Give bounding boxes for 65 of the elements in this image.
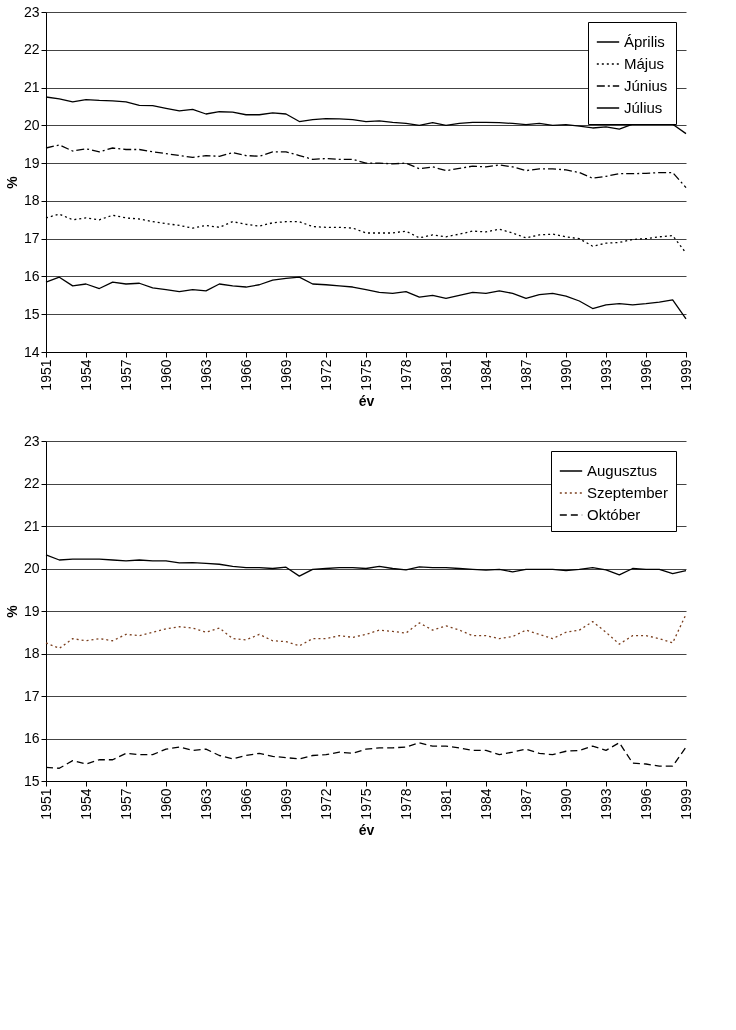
x-tick-label: 1951 bbox=[37, 359, 54, 391]
x-tick-label: 1954 bbox=[77, 359, 94, 391]
y-tick-label: 23 bbox=[23, 432, 40, 449]
y-tick-label: 22 bbox=[23, 475, 40, 491]
x-tick-label: 1957 bbox=[117, 359, 134, 391]
x-tick-label: 1975 bbox=[357, 359, 374, 391]
x-tick-label: 1990 bbox=[557, 788, 574, 820]
x-tick-label: 1999 bbox=[677, 359, 694, 391]
legend-label: Augusztus bbox=[587, 462, 658, 479]
x-tick-label: 1960 bbox=[157, 788, 174, 820]
x-tick-label: 1975 bbox=[357, 788, 374, 820]
x-tick-label: 1951 bbox=[37, 788, 54, 820]
y-tick-label: 22 bbox=[23, 41, 40, 58]
x-tick-label: 1984 bbox=[477, 359, 494, 391]
x-tick-label: 1957 bbox=[117, 788, 134, 820]
x-tick-label: 1972 bbox=[317, 788, 334, 820]
x-tick-label: 1996 bbox=[637, 788, 654, 820]
y-tick-label: 21 bbox=[23, 79, 40, 96]
x-tick-label: 1969 bbox=[277, 359, 294, 391]
y-tick-label: 18 bbox=[23, 192, 40, 209]
x-tick-label: 1990 bbox=[557, 359, 574, 391]
x-tick-label: 1984 bbox=[477, 788, 494, 820]
y-tick-label: 20 bbox=[23, 116, 40, 133]
x-tick-label: 1978 bbox=[397, 359, 414, 391]
x-tick-label: 1966 bbox=[237, 788, 254, 820]
x-tick-label: 1999 bbox=[677, 788, 694, 820]
y-tick-label: 19 bbox=[23, 154, 40, 171]
x-tick-label: 1993 bbox=[597, 788, 614, 820]
x-tick-label: 1981 bbox=[437, 788, 454, 820]
y-tick-label: 17 bbox=[23, 687, 40, 704]
y-axis-title: % bbox=[3, 175, 20, 189]
x-tick-label: 1963 bbox=[197, 788, 214, 820]
y-tick-label: 15 bbox=[23, 772, 40, 789]
y-axis-title: % bbox=[3, 604, 20, 618]
legend-label: Július bbox=[624, 99, 663, 116]
x-tick-label: 1987 bbox=[517, 359, 534, 391]
y-tick-label: 16 bbox=[23, 267, 40, 284]
x-tick-label: 1972 bbox=[317, 359, 334, 391]
line-series bbox=[45, 613, 687, 650]
x-tick-label: 1969 bbox=[277, 788, 294, 820]
y-tick-label: 15 bbox=[23, 305, 40, 322]
y-tick-label: 16 bbox=[23, 730, 40, 746]
x-tick-label: 1978 bbox=[397, 788, 414, 820]
y-tick-label: 18 bbox=[23, 645, 40, 661]
x-tick-label: 1981 bbox=[437, 359, 454, 391]
x-axis-title: év bbox=[358, 392, 375, 409]
legend-label: Június bbox=[624, 77, 668, 94]
y-tick-label: 20 bbox=[23, 560, 40, 576]
y-tick-label: 17 bbox=[23, 230, 40, 247]
x-tick-label: 1987 bbox=[517, 788, 534, 820]
y-tick-label: 21 bbox=[23, 517, 40, 534]
x-tick-label: 1963 bbox=[197, 359, 214, 391]
y-tick-label: 23 bbox=[23, 3, 40, 20]
legend-label: Április bbox=[624, 33, 665, 50]
x-tick-label: 1993 bbox=[597, 359, 614, 391]
y-tick-label: 19 bbox=[23, 602, 40, 619]
legend-label: Szeptember bbox=[587, 484, 668, 501]
x-axis-title: év bbox=[358, 821, 375, 838]
x-tick-label: 1996 bbox=[637, 359, 654, 391]
x-tick-label: 1954 bbox=[77, 788, 94, 820]
y-tick-label: 14 bbox=[23, 343, 40, 360]
legend-label: Május bbox=[624, 55, 665, 72]
legend-label: Október bbox=[587, 506, 641, 523]
x-tick-label: 1966 bbox=[237, 359, 254, 391]
x-tick-label: 1960 bbox=[157, 359, 174, 391]
